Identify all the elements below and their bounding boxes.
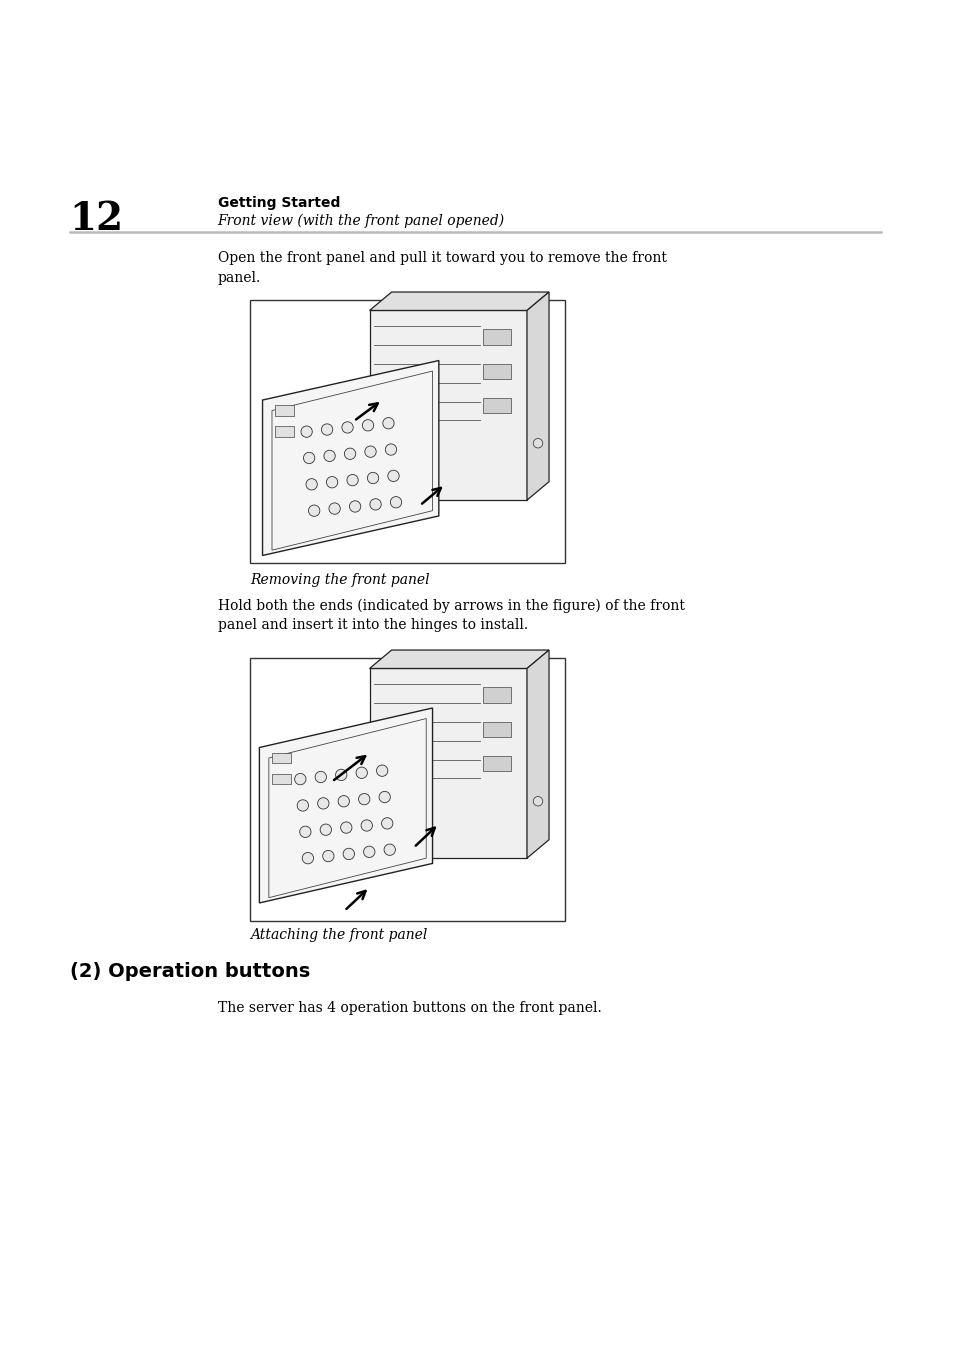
Circle shape [303,453,314,463]
Circle shape [344,449,355,459]
Circle shape [314,771,326,782]
Circle shape [364,446,375,458]
Circle shape [370,499,381,511]
Bar [482,330,511,345]
Circle shape [355,767,367,778]
Text: (2) Operation buttons: (2) Operation buttons [70,962,310,981]
Circle shape [378,792,390,802]
Bar [482,755,511,771]
Circle shape [335,769,347,781]
Bar [482,397,511,413]
Text: Getting Started: Getting Started [217,196,339,209]
Circle shape [321,424,333,435]
Bar [250,658,564,921]
Circle shape [360,820,372,831]
Bar [274,427,294,436]
Circle shape [300,426,312,438]
Circle shape [302,852,314,863]
Circle shape [533,439,542,449]
Bar [274,405,294,416]
Polygon shape [262,361,438,555]
Circle shape [363,846,375,858]
Circle shape [384,844,395,855]
Circle shape [324,450,335,462]
Bar [369,311,526,500]
Circle shape [320,824,331,835]
Circle shape [533,797,542,807]
Circle shape [343,848,355,859]
Circle shape [362,420,374,431]
Polygon shape [526,292,549,500]
Circle shape [349,501,360,512]
Text: Attaching the front panel: Attaching the front panel [250,928,427,942]
Bar [272,774,291,785]
Circle shape [367,473,378,484]
Circle shape [376,765,388,777]
Circle shape [322,850,334,862]
Text: Open the front panel and pull it toward you to remove the front
panel.: Open the front panel and pull it toward … [217,251,666,285]
Text: Hold both the ends (indicated by arrows in the figure) of the front
panel and in: Hold both the ends (indicated by arrows … [217,598,683,632]
Polygon shape [259,708,432,902]
Circle shape [294,774,306,785]
Bar [482,363,511,378]
Circle shape [317,797,329,809]
Text: Front view (with the front panel opened): Front view (with the front panel opened) [217,213,504,228]
Circle shape [306,478,317,490]
Circle shape [337,796,349,807]
Polygon shape [526,650,549,858]
Circle shape [388,470,398,481]
Circle shape [296,800,308,811]
Circle shape [358,793,370,805]
Polygon shape [369,650,549,669]
Circle shape [340,821,352,834]
Text: Removing the front panel: Removing the front panel [250,573,429,586]
Bar [482,721,511,736]
Text: 12: 12 [70,200,124,238]
Text: The server has 4 operation buttons on the front panel.: The server has 4 operation buttons on th… [217,1001,600,1015]
Circle shape [326,477,337,488]
Circle shape [308,505,319,516]
Bar [272,753,291,763]
Circle shape [382,417,394,428]
Polygon shape [369,292,549,311]
Circle shape [381,817,393,830]
Circle shape [299,827,311,838]
Circle shape [329,503,340,515]
Bar [482,688,511,703]
Circle shape [347,474,358,486]
Circle shape [341,422,353,434]
Circle shape [390,497,401,508]
Bar [369,669,526,858]
Bar [250,300,564,563]
Circle shape [385,444,396,455]
